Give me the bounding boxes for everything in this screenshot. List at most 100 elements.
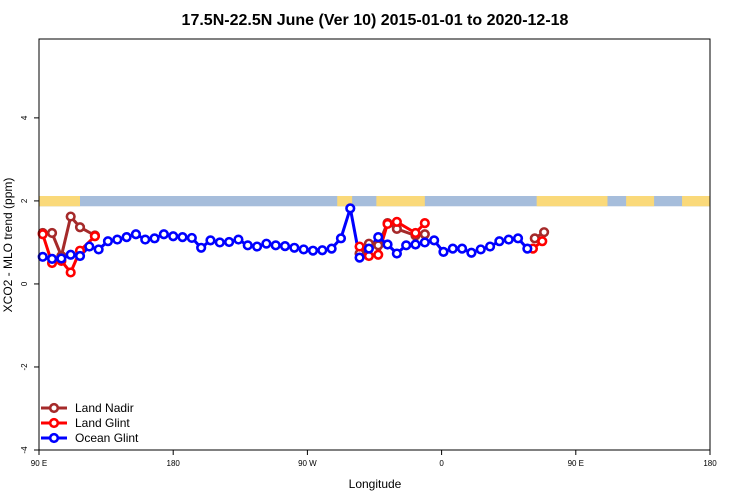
x-tick-label: 90 E (31, 459, 47, 468)
ocean-glint-point (140, 234, 151, 245)
ocean-glint-point (205, 235, 216, 246)
ocean-glint-point (326, 243, 337, 254)
ocean-band (39, 196, 710, 207)
ocean-glint-point (279, 241, 291, 252)
y-tick-label: 4 (20, 115, 29, 120)
x-tick-label: 180 (167, 459, 181, 468)
ocean-glint-point (37, 251, 48, 262)
ocean-glint-point (484, 241, 496, 252)
legend-marker-land-nadir (48, 402, 60, 414)
land-segment-1 (337, 196, 353, 207)
land-segment-4 (626, 196, 655, 207)
land-glint-point (373, 249, 384, 260)
land-nadir-point (373, 240, 384, 251)
ocean-glint-point (130, 229, 142, 240)
ocean-glint-point (522, 243, 533, 254)
ocean-glint-point (168, 231, 179, 242)
ocean-glint-point (354, 252, 365, 263)
land-nadir-point (419, 229, 430, 240)
ocean-glint-point (289, 242, 300, 253)
ocean-glint-point (233, 234, 244, 245)
ocean-glint-point (186, 232, 197, 244)
land-glint-point (391, 216, 402, 227)
ocean-glint-point (121, 232, 132, 243)
ocean-glint-point (224, 236, 235, 248)
ocean-glint-point (447, 243, 458, 254)
ocean-glint-point (56, 253, 67, 264)
ocean-glint-point (84, 241, 95, 252)
land-glint-point (89, 231, 101, 242)
y-axis-label: XCO2 - MLO trend (ppm) (1, 178, 15, 313)
land-glint-point (410, 227, 421, 239)
ocean-glint-point (46, 253, 58, 264)
land-segment-2 (376, 196, 425, 207)
ocean-glint-point (251, 241, 263, 252)
ocean-glint-point (214, 237, 225, 248)
ocean-glint-point (270, 240, 281, 251)
ocean-glint-point (345, 203, 356, 214)
ocean-glint-point (382, 239, 393, 250)
ocean-glint-point (196, 242, 207, 253)
ocean-glint-point (494, 236, 505, 247)
x-tick-label: 90 W (298, 459, 317, 468)
ocean-glint-point (410, 239, 421, 250)
ocean-glint-point (419, 237, 430, 248)
land-segment-5 (682, 196, 710, 207)
ocean-glint-point (512, 233, 524, 244)
legend-marker-land-glint (48, 417, 60, 429)
series-points (37, 203, 550, 278)
land-segment-3 (536, 196, 608, 207)
land-nadir-point (74, 222, 86, 233)
y-tick-label: -4 (20, 446, 29, 454)
y-axis-ticks: -4 -2 0 2 4 (20, 115, 39, 454)
land-nadir-point (539, 227, 550, 238)
ocean-glint-point (475, 244, 486, 255)
chart-title: 17.5N-22.5N June (Ver 10) 2015-01-01 to … (182, 12, 569, 29)
ocean-glint-point (457, 243, 468, 254)
land-ocean-band (39, 196, 710, 207)
x-axis-ticks: 90 E 180 90 W 0 90 E 180 (31, 450, 717, 468)
legend-marker-ocean-glint (48, 432, 60, 444)
ocean-glint-point (93, 244, 104, 255)
legend-label-land-glint: Land Glint (75, 416, 130, 430)
land-nadir-point (46, 227, 58, 239)
land-glint-point (419, 218, 430, 229)
ocean-glint-point (503, 234, 514, 245)
ocean-glint-point (112, 234, 123, 245)
ocean-glint-point (149, 233, 160, 244)
ocean-glint-point (317, 245, 328, 256)
x-tick-label: 180 (703, 459, 717, 468)
x-tick-label: 0 (439, 459, 444, 468)
ocean-glint-point (298, 244, 309, 255)
y-tick-label: 0 (20, 281, 29, 286)
x-axis-label: Longitude (349, 477, 402, 491)
ocean-glint-point (438, 246, 449, 257)
ocean-glint-point (74, 250, 86, 262)
land-glint-point (37, 229, 48, 240)
y-tick-label: 2 (20, 198, 29, 203)
ocean-glint-point (102, 236, 114, 247)
ocean-glint-point (401, 240, 412, 251)
ocean-glint-point (158, 229, 169, 240)
ocean-glint-point (373, 232, 384, 243)
plot-frame (38, 38, 711, 451)
legend-label-land-nadir: Land Nadir (75, 401, 134, 415)
legend-label-ocean-glint: Ocean Glint (75, 431, 139, 445)
land-glint-point (382, 218, 393, 230)
ocean-glint-point (65, 249, 76, 260)
ocean-glint-point (363, 243, 375, 254)
y-tick-label: -2 (20, 363, 29, 371)
land-glint-point (65, 267, 76, 278)
ocean-glint-point (261, 238, 272, 249)
ocean-glint-point (391, 248, 402, 259)
x-tick-label: 90 E (568, 459, 584, 468)
ocean-glint-point (335, 233, 347, 244)
ocean-glint-point (307, 245, 319, 256)
ocean-glint-point (429, 235, 440, 246)
land-glint-point (537, 236, 548, 247)
ocean-glint-point (242, 240, 253, 251)
land-segment-0 (39, 196, 81, 207)
ocean-glint-point (466, 247, 477, 258)
